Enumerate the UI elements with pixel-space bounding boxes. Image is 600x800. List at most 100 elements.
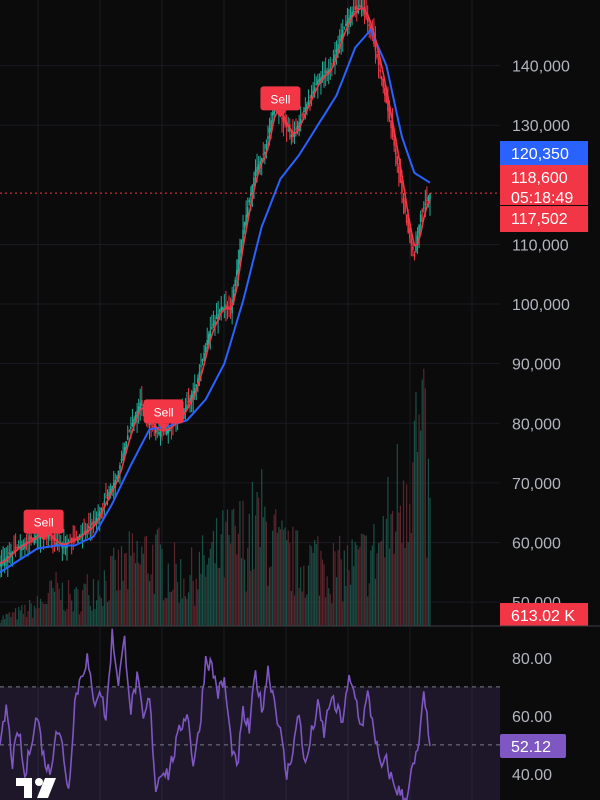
- volume-bar: [334, 551, 336, 626]
- sell-signal-pointer: [274, 110, 287, 118]
- candle-body: [24, 543, 26, 549]
- candle-body: [304, 107, 307, 112]
- sell-signal[interactable]: Sell: [23, 509, 64, 541]
- candle-body: [312, 90, 314, 95]
- volume-bar: [2, 615, 4, 626]
- volume-bar: [398, 512, 400, 626]
- candle-body: [257, 163, 260, 173]
- candle-body: [317, 80, 319, 85]
- volume-bar: [410, 533, 412, 626]
- candle-body: [133, 418, 135, 426]
- ma2-value-badge-box: [500, 206, 588, 232]
- volume-bar: [236, 554, 238, 626]
- candle-body: [426, 199, 428, 201]
- candle-body: [405, 214, 408, 223]
- candle-body: [92, 521, 95, 525]
- candle-body: [399, 171, 402, 183]
- sell-signal-label: Sell: [270, 92, 290, 106]
- volume-bar: [72, 611, 74, 626]
- volume-bar: [212, 531, 215, 626]
- candle-body: [346, 20, 349, 28]
- tradingview-logo[interactable]: [14, 772, 60, 800]
- volume-bar: [282, 529, 285, 626]
- candle-body: [0, 563, 1, 567]
- rsi-value-badge-label: 52.12: [511, 739, 551, 756]
- volume-bar: [368, 583, 370, 626]
- candle-body: [368, 24, 371, 26]
- volume-bar: [353, 566, 355, 626]
- candle-body: [240, 239, 243, 254]
- volume-bar: [21, 605, 23, 626]
- volume-bar: [278, 526, 280, 626]
- candle-body: [94, 521, 96, 524]
- volume-bar: [304, 597, 306, 626]
- candle-body: [211, 327, 213, 329]
- volume-bar: [16, 619, 18, 626]
- volume-bar: [64, 611, 67, 626]
- volume-bar: [77, 589, 79, 626]
- rsi-tick-label: 60.00: [512, 709, 552, 726]
- candle-body: [296, 125, 299, 130]
- candle-body: [209, 330, 212, 339]
- volume-bar: [180, 558, 182, 626]
- candle-body: [382, 78, 385, 88]
- sell-signal-pointer: [157, 423, 170, 431]
- candle-body: [352, 10, 355, 12]
- rsi-band: [0, 686, 500, 800]
- volume-bar: [404, 547, 406, 626]
- volume-bar: [33, 605, 35, 626]
- volume-bar: [328, 588, 330, 626]
- sell-signals[interactable]: Sell Sell Sell: [23, 86, 301, 541]
- price-tick-label: 130,000: [512, 118, 570, 135]
- volume-bar: [402, 480, 405, 626]
- candle-body: [267, 136, 269, 140]
- rsi-tick-label: 80.00: [512, 651, 552, 668]
- volume-bar: [63, 609, 65, 626]
- volume-bar: [326, 576, 328, 626]
- candle-body: [50, 537, 53, 539]
- candle-body: [412, 246, 414, 251]
- candle-body: [345, 23, 347, 27]
- candle-body: [248, 199, 251, 203]
- volume-bar: [331, 603, 333, 626]
- candle-body: [402, 198, 405, 203]
- sell-signal[interactable]: Sell: [143, 399, 184, 431]
- candle-body: [151, 425, 154, 427]
- candle-body: [75, 537, 78, 539]
- volume-bar: [11, 612, 14, 626]
- volume-bar: [8, 612, 10, 626]
- volume-bar: [222, 510, 224, 626]
- candle-body: [285, 122, 288, 128]
- logo-mark-dot: [35, 778, 43, 786]
- volume-bar: [258, 497, 260, 626]
- volume-bar: [399, 505, 401, 626]
- volume-bar: [406, 484, 408, 626]
- volume-bar: [127, 589, 129, 626]
- candle-body: [366, 17, 369, 22]
- volume-bar: [138, 562, 140, 626]
- volume-bar: [429, 497, 431, 626]
- volume-bar: [315, 544, 317, 626]
- volume-bar: [314, 539, 316, 626]
- candle-body: [385, 93, 388, 104]
- volume-bar: [148, 581, 151, 626]
- volume-bar: [325, 597, 327, 626]
- volume-bar: [279, 529, 282, 626]
- volume-bar: [88, 595, 90, 626]
- volume-bar: [85, 584, 87, 626]
- moving-average-red-line: [0, 6, 431, 565]
- volume-bar: [0, 623, 1, 626]
- volume-bar: [198, 551, 201, 626]
- volume-bar: [426, 557, 428, 626]
- sell-signal[interactable]: Sell: [260, 86, 301, 118]
- volume-bar: [228, 534, 230, 626]
- price-tick-label: 110,000: [512, 237, 569, 254]
- candle-body: [189, 397, 191, 404]
- logo-mark-left: [16, 778, 32, 798]
- volume-bar: [125, 552, 127, 626]
- candle-body: [292, 132, 294, 138]
- volume-bar: [309, 544, 311, 626]
- candle-body: [11, 551, 14, 554]
- volume-bar: [245, 591, 247, 626]
